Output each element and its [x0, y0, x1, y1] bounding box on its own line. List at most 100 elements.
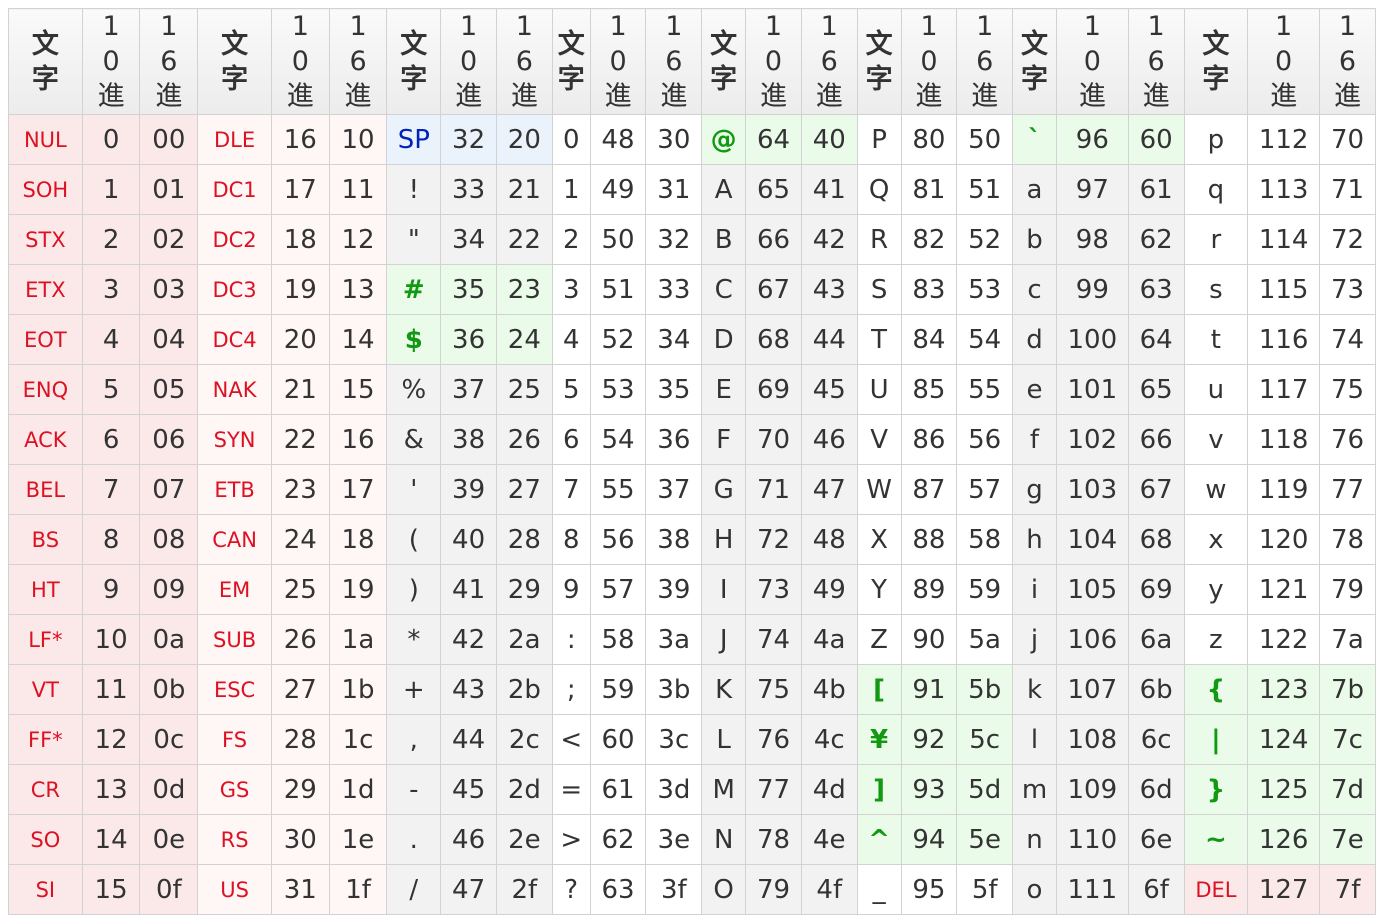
cell-dec: 57 [589, 564, 647, 615]
cell-char: ( [386, 514, 442, 565]
cell-dec: 121 [1247, 564, 1321, 615]
cell-char: Z [856, 614, 902, 665]
header-dec-label: 10進 [1078, 11, 1106, 112]
cell-char: % [386, 364, 442, 415]
cell-hex: 45 [800, 364, 858, 415]
cell-hex: 0e [139, 814, 199, 865]
cell-char: ESC [197, 664, 272, 715]
cell-dec: 50 [589, 214, 647, 265]
cell-dec: 95 [900, 864, 958, 915]
cell-char: L [701, 714, 747, 765]
cell-char: O [701, 864, 747, 915]
cell-char: FS [197, 714, 272, 765]
cell-hex: 1c [328, 714, 388, 765]
cell-dec: 87 [900, 464, 958, 515]
cell-dec: 77 [745, 764, 802, 815]
cell-hex: 04 [139, 314, 199, 365]
cell-dec: 36 [440, 314, 497, 365]
cell-char: _ [856, 864, 902, 915]
cell-char: SOH [8, 164, 83, 215]
cell-dec: 44 [440, 714, 497, 765]
cell-char: , [386, 714, 442, 765]
cell-char: K [701, 664, 747, 715]
header-char: 文字 [8, 8, 83, 115]
table-row: SO 14 0e RS 30 1e. 46 2e >62 3e N 78 4e ^ 94 5e n 110 6e ~1… [8, 814, 1376, 865]
cell-dec: 119 [1247, 464, 1321, 515]
cell-char: v [1183, 414, 1249, 465]
cell-hex: 28 [495, 514, 553, 565]
header-hex: 16進 [956, 8, 1014, 115]
cell-hex: 72 [1319, 214, 1376, 265]
header-dec-label: 10進 [759, 11, 787, 112]
cell-hex: 02 [139, 214, 199, 265]
cell-hex: 3b [645, 664, 703, 715]
header-hex-label: 16進 [971, 11, 999, 112]
cell-hex: 35 [645, 364, 703, 415]
cell-hex: 25 [495, 364, 553, 415]
cell-hex: 67 [1127, 464, 1185, 515]
cell-dec: 7 [81, 464, 141, 515]
cell-dec: 96 [1055, 114, 1129, 165]
table-row: BS 8 08 CAN 24 18(40 28 8 56 38 H 72 48 X 88 58 h 104 68 x 1… [8, 514, 1376, 565]
cell-dec: 38 [440, 414, 497, 465]
header-hex-label: 16進 [510, 11, 538, 112]
cell-dec: 39 [440, 464, 497, 515]
cell-dec: 122 [1247, 614, 1321, 665]
cell-hex: 14 [328, 314, 388, 365]
cell-char: HT [8, 564, 83, 615]
cell-dec: 32 [440, 114, 497, 165]
cell-hex: 08 [139, 514, 199, 565]
table-row: ETX 3 03 DC3 19 13 #35 23 3 51 33 C 67 43 S 83 53 c 99 63 s 1… [8, 264, 1376, 315]
cell-dec: 56 [589, 514, 647, 565]
cell-hex: 16 [328, 414, 388, 465]
cell-char: I [701, 564, 747, 615]
header-char: 文字 [701, 8, 747, 115]
cell-char: k [1012, 664, 1057, 715]
cell-char: g [1012, 464, 1057, 515]
cell-dec: 107 [1055, 664, 1129, 715]
cell-dec: 127 [1247, 864, 1321, 915]
cell-dec: 126 [1247, 814, 1321, 865]
cell-dec: 15 [81, 864, 141, 915]
cell-dec: 5 [81, 364, 141, 415]
cell-hex: 18 [328, 514, 388, 565]
cell-char: ^ [856, 814, 902, 865]
cell-char: . [386, 814, 442, 865]
table-row: LF* 10 0a SUB 26 1a * 42 2a:58 3a J 74 4a Z 90 5a j 106 6a… [8, 614, 1376, 665]
table-row: ACK 6 06 SYN 22 16 & 38 26 6 54 36 F 70 46 V 86 56 f 102 66 v… [8, 414, 1376, 465]
cell-dec: 55 [589, 464, 647, 515]
cell-char: SP [386, 114, 442, 165]
cell-char: NAK [197, 364, 272, 415]
header-hex: 16進 [139, 8, 199, 115]
cell-hex: 53 [956, 264, 1014, 315]
cell-char: ENQ [8, 364, 83, 415]
cell-hex: 01 [139, 164, 199, 215]
cell-hex: 5d [956, 764, 1014, 815]
cell-char: p [1183, 114, 1249, 165]
cell-dec: 113 [1247, 164, 1321, 215]
cell-dec: 116 [1247, 314, 1321, 365]
cell-char: < [551, 714, 591, 765]
cell-char: t [1183, 314, 1249, 365]
cell-char: " [386, 214, 442, 265]
cell-dec: 4 [81, 314, 141, 365]
cell-hex: 22 [495, 214, 553, 265]
cell-dec: 70 [745, 414, 802, 465]
table-row: STX 2 02 DC2 18 12 " 34 22 2 50 32 B 66 42 R 82 52 b 98 62 r 1… [8, 214, 1376, 265]
table-row: FF* 12 0c FS 28 1c, 44 2c <60 3c L 76 4c ¥92 5c l 108 6c |… [8, 714, 1376, 765]
cell-char: SO [8, 814, 83, 865]
cell-hex: 1d [328, 764, 388, 815]
cell-dec: 64 [745, 114, 802, 165]
cell-hex: 32 [645, 214, 703, 265]
cell-hex: 2f [495, 864, 553, 915]
cell-char: A [701, 164, 747, 215]
cell-dec: 13 [81, 764, 141, 815]
cell-dec: 25 [270, 564, 330, 615]
header-dec: 10進 [900, 8, 958, 115]
cell-hex: 71 [1319, 164, 1376, 215]
cell-dec: 69 [745, 364, 802, 415]
header-char-label: 文字 [865, 28, 893, 95]
cell-char: M [701, 764, 747, 815]
header-char: 文字 [386, 8, 442, 115]
cell-dec: 40 [440, 514, 497, 565]
